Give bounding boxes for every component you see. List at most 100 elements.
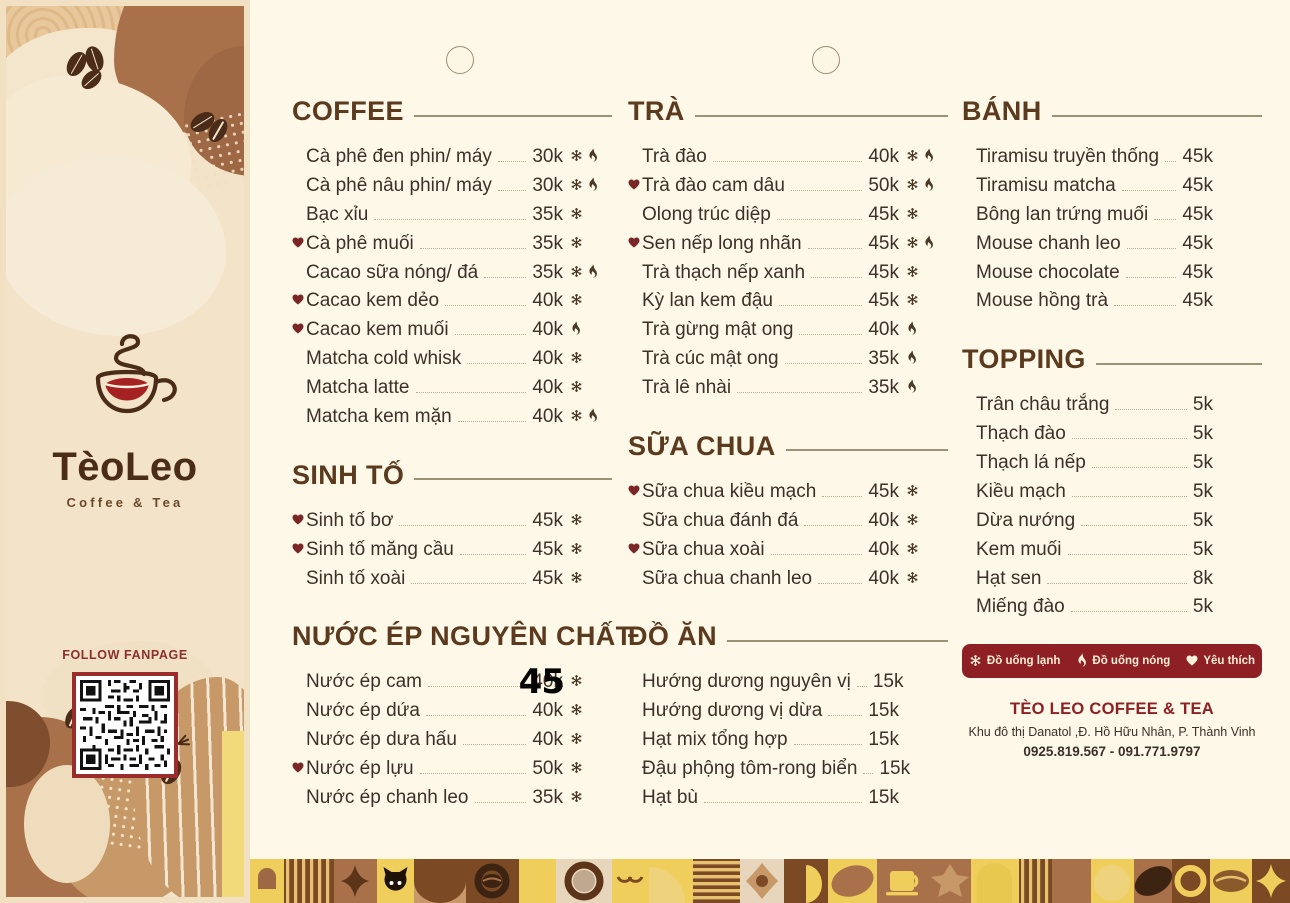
menu-item[interactable]: Sinh tố xoài 45k	[292, 565, 612, 594]
menu-item[interactable]: Thạch lá nếp 5k	[962, 449, 1262, 478]
menu-item[interactable]: Sữa chua xoài 40k	[628, 536, 948, 565]
menu-item[interactable]: Trà lê nhài 35k	[628, 374, 948, 403]
menu-item[interactable]: Kem muối 5k	[962, 536, 1262, 565]
section-header: COFFEE	[292, 96, 612, 127]
menu-item[interactable]: Trà đào cam dâu 50k	[628, 172, 948, 201]
menu-item[interactable]: Hạt bù 15k	[628, 784, 948, 813]
pattern-tile	[611, 859, 649, 903]
cold-drink-tag	[570, 207, 583, 222]
menu-item[interactable]: Nước ép dưa hấu 40k	[292, 726, 612, 755]
menu-item[interactable]: Matcha kem mặn 40k	[292, 403, 612, 432]
favorite-heart-icon	[292, 237, 306, 250]
menu-item[interactable]: Tiramisu truyền thống 45k	[962, 143, 1262, 172]
snowflake-icon	[907, 178, 918, 190]
leader-dots	[374, 218, 527, 220]
menu-columns: COFFEE Cà phê đen phin/ máy 30k Cà phê nâu…	[250, 96, 1290, 856]
menu-item[interactable]: Trà thạch nếp xanh 45k	[628, 259, 948, 288]
leader-dots	[799, 334, 863, 336]
menu-item[interactable]: Matcha cold whisk 40k	[292, 345, 612, 374]
menu-column-1: COFFEE Cà phê đen phin/ máy 30k Cà phê nâu…	[292, 96, 632, 823]
menu-item[interactable]: Sữa chua chanh leo 40k	[628, 565, 948, 594]
menu-item[interactable]: Cacao kem dẻo 40k	[292, 287, 612, 316]
leader-dots	[863, 773, 874, 774]
menu-item[interactable]: Sen nếp long nhãn 45k	[628, 230, 948, 259]
menu-item-price: 40k	[532, 348, 563, 370]
favorite-heart-icon	[628, 237, 642, 250]
qr-code-icon	[80, 680, 170, 770]
menu-item-name: Trà đào cam dâu	[642, 174, 785, 196]
menu-sheet: COFFEE Cà phê đen phin/ máy 30k Cà phê nâu…	[250, 0, 1290, 903]
menu-item[interactable]: Bạc xỉu 35k	[292, 201, 612, 230]
menu-item[interactable]: Miếng đào 5k	[962, 593, 1262, 622]
menu-item[interactable]: Nước ép dứa 40k	[292, 697, 612, 726]
shop-name: TÈO LEO COFFEE & TEA	[1009, 700, 1214, 719]
menu-item-name: Kiều mạch	[976, 480, 1066, 502]
menu-item[interactable]: Hướng dương nguyên vị 15k	[628, 668, 948, 697]
cold-drink-tag	[570, 351, 583, 366]
menu-item-name: Sinh tố măng cầu	[306, 538, 454, 560]
menu-item[interactable]: Cà phê nâu phin/ máy 30k	[292, 172, 612, 201]
menu-item[interactable]: Olong trúc diệp 45k	[628, 201, 948, 230]
hot-drink-tag	[923, 177, 934, 194]
menu-item-price: 45k	[1182, 290, 1213, 312]
menu-item[interactable]: Dừa nướng 5k	[962, 507, 1262, 536]
menu-item[interactable]: Cacao sữa nóng/ đá 35k	[292, 259, 612, 288]
qr-code[interactable]	[72, 672, 178, 778]
menu-item[interactable]: Nước ép lựu 50k	[292, 755, 612, 784]
menu-item[interactable]: Trà cúc mật ong 35k	[628, 345, 948, 374]
menu-item[interactable]: Mouse hồng trà 45k	[962, 287, 1262, 316]
menu-item[interactable]: Thạch đào 5k	[962, 420, 1262, 449]
heart-icon	[292, 543, 304, 554]
menu-item-tags	[570, 236, 612, 251]
menu-item[interactable]: Nước ép chanh leo 35k	[292, 784, 612, 813]
menu-item[interactable]: Nước ép cam 40k 45	[292, 662, 612, 702]
brand-logo: TèoLeo Coffee & Tea	[0, 330, 250, 510]
leader-dots	[1115, 409, 1187, 411]
menu-item[interactable]: Trà gừng mật ong 40k	[628, 316, 948, 345]
menu-item[interactable]: Hướng dương vị dừa 15k	[628, 697, 948, 726]
menu-item-name: Cacao sữa nóng/ đá	[306, 261, 479, 283]
cold-drink-tag	[570, 293, 583, 308]
cold-drink-tag	[906, 293, 919, 308]
menu-item[interactable]: Trân châu trắng 5k	[962, 391, 1262, 420]
menu-item-name: Sữa chua xoài	[642, 538, 765, 560]
section-title: SỮA CHUA	[628, 430, 776, 461]
leader-dots	[778, 305, 863, 307]
leader-dots	[484, 276, 527, 278]
menu-item[interactable]: Mouse chocolate 45k	[962, 259, 1262, 288]
menu-item[interactable]: Đậu phộng tôm-rong biển 15k	[628, 755, 948, 784]
menu-item[interactable]: Kỳ lan kem đậu 45k	[628, 287, 948, 316]
menu-item[interactable]: Hạt sen 8k	[962, 565, 1262, 594]
menu-item-price: 45k	[1182, 232, 1213, 254]
menu-item-price: 45k	[1182, 261, 1213, 283]
snowflake-icon	[907, 150, 918, 161]
menu-item-name: Sinh tố xoài	[306, 567, 406, 589]
snowflake-icon	[571, 236, 582, 248]
menu-item[interactable]: Bông lan trứng muối 45k	[962, 201, 1262, 230]
shop-phone[interactable]: 0925.819.567 - 091.771.9797	[1023, 744, 1201, 760]
menu-item[interactable]: Tiramisu matcha 45k	[962, 172, 1262, 201]
menu-item[interactable]: Mouse chanh leo 45k	[962, 230, 1262, 259]
menu-item[interactable]: Sữa chua kiều mạch 45k	[628, 478, 948, 507]
menu-item[interactable]: Sinh tố bơ 45k	[292, 507, 612, 536]
menu-item[interactable]: Matcha latte 40k	[292, 374, 612, 403]
menu-item[interactable]: Hạt mix tổng hợp 15k	[628, 726, 948, 755]
leader-dots	[1165, 161, 1177, 162]
menu-item[interactable]: Trà đào 40k	[628, 143, 948, 172]
menu-item[interactable]: Sữa chua đánh đá 40k	[628, 507, 948, 536]
menu-item[interactable]: Cacao kem muối 40k	[292, 316, 612, 345]
snowflake-icon	[571, 381, 582, 392]
menu-item-price: 5k	[1192, 423, 1213, 445]
menu-item[interactable]: Kiều mạch 5k	[962, 478, 1262, 507]
menu-item-tags	[570, 321, 612, 338]
menu-item[interactable]: Cà phê đen phin/ máy 30k	[292, 143, 612, 172]
menu-item-price: 45k	[532, 509, 563, 531]
menu-item[interactable]: Sinh tố măng cầu 45k	[292, 536, 612, 565]
menu-item-price: 5k	[1192, 394, 1213, 416]
menu-item-name: Nước ép dưa hấu	[306, 729, 457, 751]
menu-item[interactable]: Cà phê muối 35k	[292, 230, 612, 259]
flame-icon	[572, 321, 580, 335]
leader-dots	[1114, 305, 1177, 307]
leader-dots	[784, 363, 863, 365]
